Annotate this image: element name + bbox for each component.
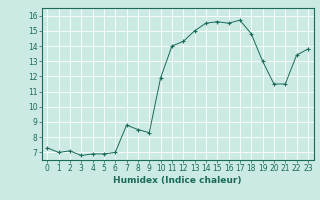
X-axis label: Humidex (Indice chaleur): Humidex (Indice chaleur): [113, 176, 242, 185]
